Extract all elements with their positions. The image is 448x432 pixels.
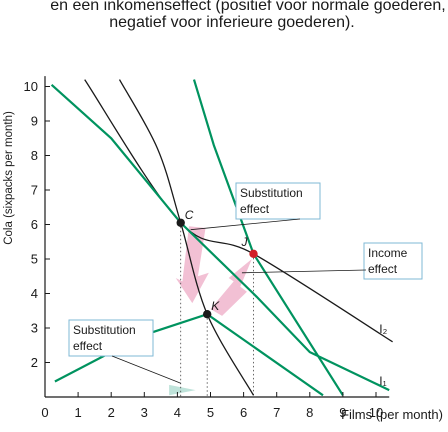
substitution-effect-box-top-line-1: Substitution — [240, 186, 303, 200]
budget-line-compensated — [50, 83, 390, 392]
point-j — [249, 249, 258, 259]
indifference-curve-i2 — [84, 79, 393, 343]
x-tick-5: 5 — [207, 405, 214, 420]
x-axis-shift-arrow — [169, 384, 196, 396]
y-tick-4: 4 — [31, 286, 38, 301]
x-tick-3: 3 — [141, 405, 148, 420]
y-tick-10: 10 — [24, 79, 38, 94]
point-label-k: K — [211, 299, 220, 313]
leader-substitution-bottom — [111, 355, 181, 384]
y-tick-9: 9 — [31, 114, 38, 129]
income-shift-arrow — [210, 259, 252, 316]
y-tick-5: 5 — [31, 252, 38, 267]
point-k — [202, 310, 212, 319]
income-effect-box-frame — [363, 242, 423, 280]
income-effect-box-line-2: effect — [368, 262, 398, 276]
substitution-effect-box-top-frame — [235, 182, 321, 220]
y-tick-6: 6 — [31, 217, 38, 232]
plot-area: I₂I₁CJKSubstitutioneffectIncomeeffectSub… — [24, 76, 423, 420]
point-label-j: J — [241, 235, 249, 249]
y-tick-2: 2 — [31, 355, 38, 370]
x-tick-1: 1 — [74, 405, 81, 420]
substitution-effect-box-bottom: Substitution effect — [68, 319, 154, 357]
x-tick-2: 2 — [108, 405, 115, 420]
budget-line-original — [54, 312, 324, 397]
y-tick-8: 8 — [31, 148, 38, 163]
leader-substitution-top — [190, 218, 301, 231]
chart-subtitle: negatief voor inferieure goederen). — [109, 14, 355, 31]
curve-label-i1: I₁ — [379, 374, 386, 388]
substitution-effect-box-bottom-frame — [68, 319, 154, 357]
substitution-effect-box-top-line-2: effect — [240, 202, 270, 216]
leader-income — [241, 269, 367, 274]
chart-title: en een inkomenseffect (positief voor nor… — [50, 0, 446, 14]
point-c — [176, 218, 185, 227]
budget-line-new — [192, 79, 344, 396]
income-effect-box-line-1: Income — [368, 246, 408, 260]
income-effect-box: Income effect — [363, 242, 423, 280]
point-label-c: C — [185, 208, 194, 222]
x-tick-4: 4 — [174, 405, 181, 420]
x-axis-label: Films (per month) — [341, 407, 443, 422]
x-tick-9: 9 — [339, 405, 346, 420]
x-tick-0: 0 — [41, 405, 48, 420]
y-tick-7: 7 — [31, 183, 38, 198]
x-tick-10: 10 — [369, 405, 383, 420]
x-tick-8: 8 — [306, 405, 313, 420]
x-tick-7: 7 — [273, 405, 280, 420]
y-axis-label: Cola (sixpacks per month) — [3, 111, 15, 245]
substitution-effect-box-top: Substitution effect — [235, 182, 321, 220]
curve-label-i2: I₂ — [379, 322, 387, 336]
y-tick-3: 3 — [31, 321, 38, 336]
x-tick-6: 6 — [240, 405, 247, 420]
substitution-effect-box-bottom-line-1: Substitution — [73, 323, 136, 337]
substitution-effect-box-bottom-line-2: effect — [73, 339, 103, 353]
